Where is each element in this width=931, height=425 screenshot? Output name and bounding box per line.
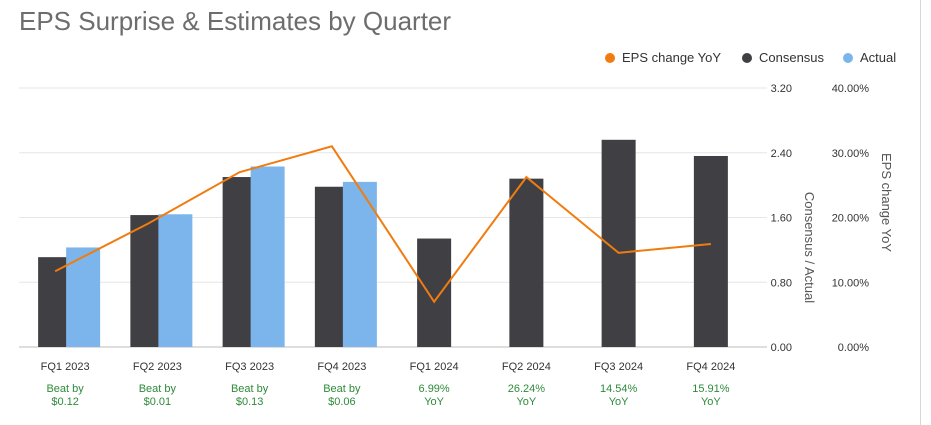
x-tick-label: FQ4 2023	[317, 361, 366, 373]
y2-axis-title: EPS change YoY	[879, 153, 894, 252]
x-tick-label: FQ2 2023	[133, 361, 182, 373]
legend-marker	[843, 53, 853, 63]
y2-tick-label: 30.00%	[832, 148, 870, 160]
surprise-label-line2: $0.12	[51, 396, 79, 408]
x-tick-label: FQ3 2024	[594, 361, 643, 373]
legend-item-actual[interactable]: Actual	[843, 50, 896, 65]
legend-item-consensus[interactable]: Consensus	[742, 50, 825, 65]
legend-label: Actual	[860, 50, 896, 65]
surprise-label-line1: Beat by	[323, 383, 361, 395]
chart-title: EPS Surprise & Estimates by Quarter	[19, 6, 452, 36]
x-tick-label: FQ1 2024	[410, 361, 459, 373]
consensus-bar[interactable]	[509, 178, 544, 347]
surprise-label-line2: $0.06	[328, 396, 356, 408]
surprise-label-line1: 15.91%	[692, 383, 730, 395]
y-tick-label: 1.60	[771, 213, 792, 225]
y-tick-label: 0.80	[771, 277, 792, 289]
actual-bar[interactable]	[158, 214, 193, 347]
consensus-bar[interactable]	[417, 238, 452, 347]
surprise-label-line1: Beat by	[46, 383, 84, 395]
surprise-label-line1: Beat by	[139, 383, 177, 395]
surprise-label-line1: 6.99%	[419, 383, 450, 395]
yoy-line-layer	[54, 145, 711, 304]
y-tick-label: 3.20	[771, 83, 792, 95]
x-tick-label: FQ1 2023	[41, 361, 90, 373]
legend-marker	[742, 53, 752, 63]
y2-tick-label: 40.00%	[832, 83, 870, 95]
surprise-label-line1: 26.24%	[508, 383, 546, 395]
legend[interactable]: EPS change YoY Consensus Actual	[605, 50, 896, 65]
y-tick-label: 0.00	[771, 342, 792, 354]
x-tick-label: FQ4 2024	[686, 361, 735, 373]
y2-tick-label: 20.00%	[832, 213, 870, 225]
panel-border	[920, 0, 921, 425]
surprise-label-line2: YoY	[701, 396, 721, 408]
x-tick-label: FQ2 2024	[502, 361, 551, 373]
surprise-label-line2: YoY	[609, 396, 629, 408]
surprise-label-line2: $0.13	[236, 396, 264, 408]
x-tick-label: FQ3 2023	[225, 361, 274, 373]
y2-tick-label: 0.00%	[838, 342, 869, 354]
y-axis-title: Consensus / Actual	[802, 192, 817, 303]
surprise-label-line2: $0.01	[144, 396, 172, 408]
y2-tick-label: 10.00%	[832, 277, 870, 289]
surprise-label-line2: YoY	[424, 396, 444, 408]
consensus-bar[interactable]	[693, 155, 728, 347]
yoy-line[interactable]	[54, 145, 711, 304]
legend-label: EPS change YoY	[622, 50, 721, 65]
legend-marker	[605, 53, 615, 63]
legend-item-eps-change-yoy[interactable]: EPS change YoY	[605, 50, 721, 65]
actual-bar[interactable]	[342, 181, 377, 347]
bars	[38, 139, 728, 347]
axis-labels: 0.00 0.80 1.60 2.40 3.20 0.00% 10.00% 20.00% 30.…	[41, 83, 894, 408]
actual-bar[interactable]	[250, 166, 285, 347]
surprise-label-line1: 14.54%	[600, 383, 638, 395]
surprise-label-line2: YoY	[516, 396, 536, 408]
actual-bar[interactable]	[66, 247, 101, 347]
legend-label: Consensus	[759, 50, 825, 65]
y-tick-label: 2.40	[771, 148, 792, 160]
surprise-label-line1: Beat by	[231, 383, 269, 395]
